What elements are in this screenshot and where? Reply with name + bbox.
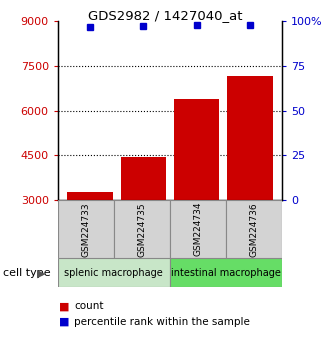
Text: splenic macrophage: splenic macrophage [64, 268, 163, 278]
Bar [114, 200, 170, 258]
Text: intestinal macrophage: intestinal macrophage [171, 268, 281, 278]
Text: GDS2982 / 1427040_at: GDS2982 / 1427040_at [88, 9, 242, 22]
Bar [120, 157, 166, 200]
Bar [170, 200, 226, 258]
Text: GSM224733: GSM224733 [81, 202, 90, 257]
Text: percentile rank within the sample: percentile rank within the sample [74, 317, 250, 327]
Text: cell type: cell type [3, 268, 51, 278]
Bar [227, 76, 273, 200]
Text: ▶: ▶ [37, 268, 46, 278]
Text: GSM224734: GSM224734 [193, 202, 203, 256]
Bar [58, 258, 170, 287]
Bar [174, 99, 219, 200]
Bar [170, 258, 282, 287]
Text: count: count [74, 301, 104, 311]
Bar [226, 200, 282, 258]
Text: ■: ■ [59, 317, 70, 327]
Bar [58, 200, 114, 258]
Text: GSM224735: GSM224735 [137, 202, 147, 257]
Bar [67, 192, 113, 200]
Text: ■: ■ [59, 301, 70, 311]
Text: GSM224736: GSM224736 [249, 202, 259, 257]
